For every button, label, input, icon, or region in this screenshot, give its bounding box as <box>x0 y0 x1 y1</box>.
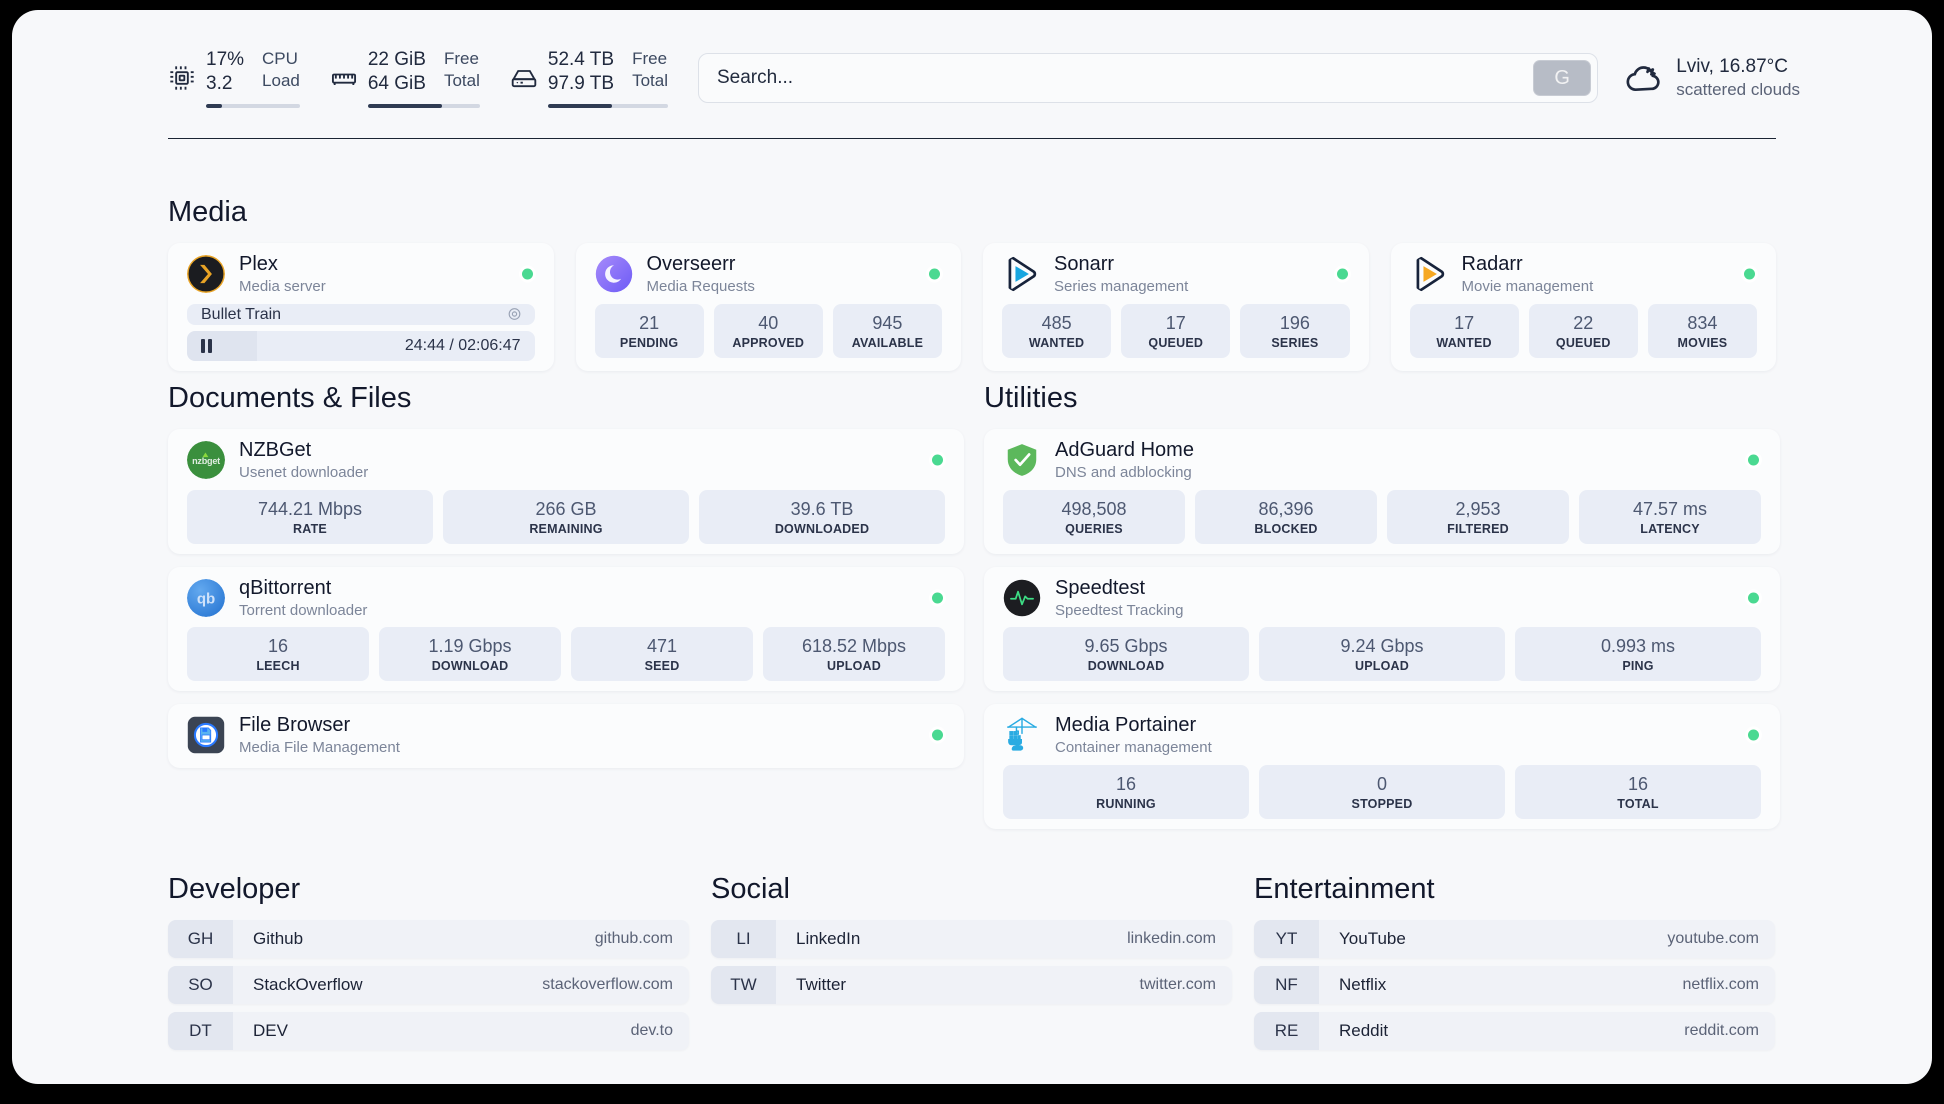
svg-text:nzbget: nzbget <box>192 456 220 466</box>
svg-text:qb: qb <box>197 590 215 607</box>
